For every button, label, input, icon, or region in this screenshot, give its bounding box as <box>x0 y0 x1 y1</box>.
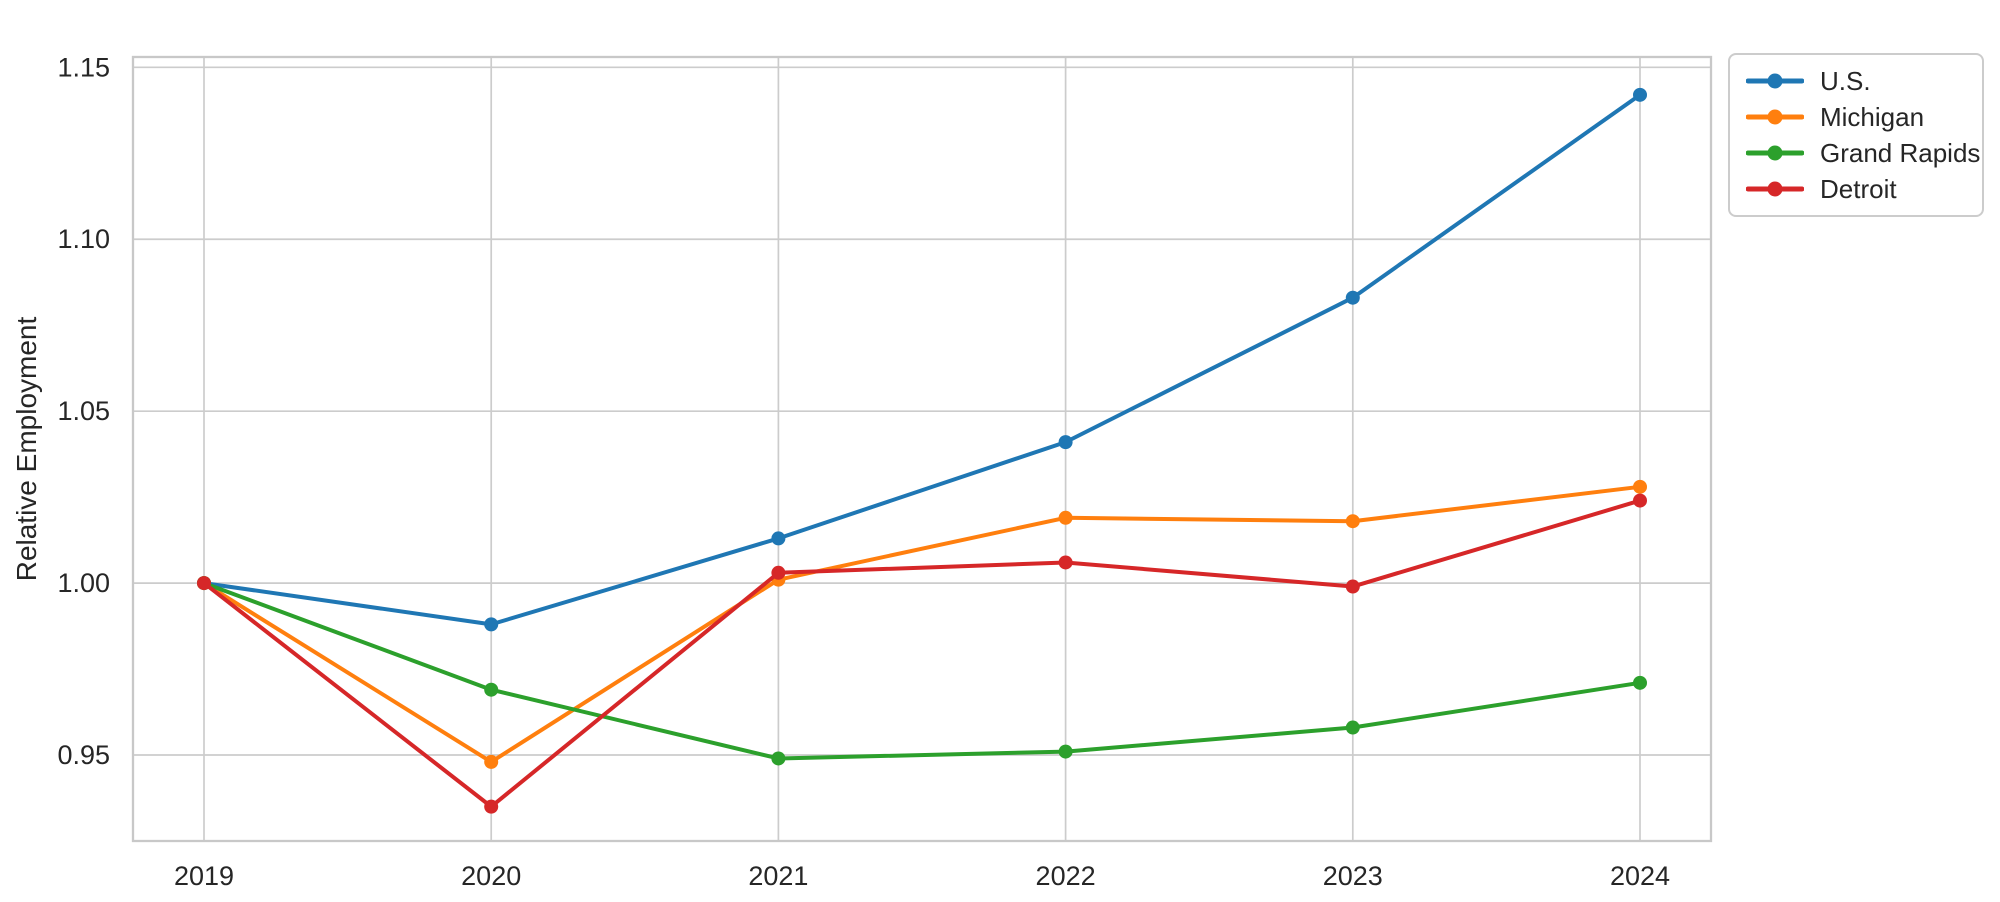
x-axis-tick-labels: 2019 2020 2021 2022 2023 2024 <box>174 861 1670 891</box>
legend-dot <box>1767 109 1783 125</box>
data-point-marker <box>484 799 499 814</box>
legend-line-marker-icon <box>1746 145 1804 161</box>
legend-item-grand-rapids: Grand Rapids <box>1740 135 1980 171</box>
data-point-marker <box>484 682 499 697</box>
data-point-marker <box>1633 87 1647 102</box>
legend-item-michigan: Michigan <box>1740 99 1970 135</box>
legend-line-marker-icon <box>1746 181 1804 197</box>
data-point-marker <box>1345 290 1360 305</box>
series-detroit <box>197 493 1647 814</box>
legend-dot <box>1767 181 1783 197</box>
data-point-marker <box>771 565 786 580</box>
plot-frame <box>131 55 1713 843</box>
x-tick-label-2023: 2023 <box>1323 861 1383 891</box>
legend-item-u-s-: U.S. <box>1740 63 1970 99</box>
x-tick-label-2020: 2020 <box>461 861 521 891</box>
gridlines <box>133 57 1711 841</box>
data-point-marker <box>197 576 211 591</box>
data-series <box>197 87 1647 814</box>
y-tick-label-0.95: 0.95 <box>57 740 110 770</box>
data-point-marker <box>1345 720 1360 735</box>
data-point-marker <box>771 531 786 546</box>
legend-label: Grand Rapids <box>1820 138 1981 168</box>
legend-line-marker-icon <box>1746 109 1804 125</box>
legend-label: Michigan <box>1820 102 1925 132</box>
x-tick-label-2021: 2021 <box>748 861 808 891</box>
series-line <box>202 581 1642 761</box>
data-point-marker <box>1345 579 1360 594</box>
legend-dot <box>1767 73 1783 89</box>
data-point-marker <box>771 751 786 766</box>
plot-border <box>131 55 1713 843</box>
x-tick-label-2024: 2024 <box>1610 861 1670 891</box>
legend-line-marker-icon <box>1746 73 1804 89</box>
data-point-marker <box>1058 555 1073 570</box>
x-tick-label-2022: 2022 <box>1036 861 1096 891</box>
series-grand-rapids <box>197 576 1647 766</box>
legend-item-detroit: Detroit <box>1740 171 1970 207</box>
y-axis-tick-labels: 0.95 1.00 1.05 1.10 1.15 <box>57 52 110 770</box>
y-tick-label-1.15: 1.15 <box>57 52 110 82</box>
y-tick-label-1.00: 1.00 <box>57 568 110 598</box>
legend-label: Detroit <box>1820 174 1897 204</box>
data-point-marker <box>1058 510 1073 525</box>
x-tick-label-2019: 2019 <box>174 861 234 891</box>
legend: U.S. Michigan Grand Rapids Detroit <box>1728 53 1984 217</box>
series-michigan <box>197 479 1647 769</box>
legend-dot <box>1767 145 1783 161</box>
data-point-marker <box>1633 493 1647 508</box>
data-point-marker <box>1345 514 1360 529</box>
data-point-marker <box>1058 435 1073 450</box>
series-line <box>202 498 1642 809</box>
data-point-marker <box>1633 675 1647 690</box>
y-tick-label-1.05: 1.05 <box>57 396 110 426</box>
y-axis-label: Relative Employment <box>11 317 42 582</box>
series-line <box>202 484 1642 764</box>
y-tick-label-1.10: 1.10 <box>57 224 110 254</box>
data-point-marker <box>1633 479 1647 494</box>
data-point-marker <box>484 617 499 632</box>
data-point-marker <box>1058 744 1073 759</box>
series-line <box>202 92 1642 627</box>
legend-label: U.S. <box>1820 66 1871 96</box>
data-point-marker <box>484 754 499 769</box>
